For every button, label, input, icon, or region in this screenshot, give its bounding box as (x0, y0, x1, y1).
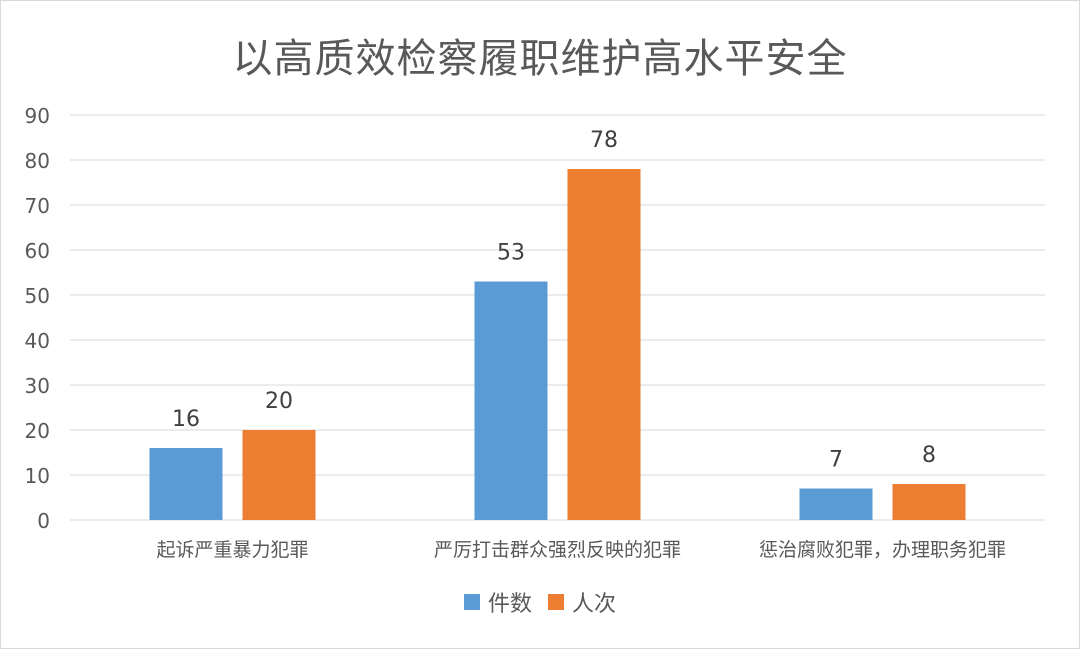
bar-series-1 (892, 484, 966, 520)
y-tick-label: 10 (25, 464, 50, 488)
data-label: 8 (922, 443, 936, 468)
legend-item-series-0: 件数 (463, 586, 532, 618)
legend-label: 人次 (572, 592, 617, 617)
data-label: 53 (497, 241, 525, 266)
bar-series-0 (474, 281, 548, 520)
data-label: 7 (829, 448, 843, 473)
y-tick-label: 0 (37, 509, 50, 533)
y-tick-label: 80 (25, 149, 50, 173)
legend-label: 件数 (487, 592, 532, 617)
x-category-label: 起诉严重暴力犯罪 (156, 539, 308, 561)
y-tick-label: 90 (25, 104, 50, 128)
data-label: 78 (590, 128, 618, 153)
legend-item-series-1: 人次 (548, 586, 616, 618)
data-label: 16 (172, 407, 200, 432)
bar-series-0 (799, 488, 873, 520)
x-category-label: 惩治腐败犯罪，办理职务犯罪 (759, 539, 1006, 561)
legend-swatch-orange (548, 594, 564, 610)
bar-series-1 (242, 430, 316, 520)
bar-series-0 (149, 448, 223, 520)
y-tick-label: 20 (25, 419, 50, 443)
chart-title: 以高质效检察履职维护高水平安全 (232, 36, 848, 82)
x-category-label: 严厉打击群众强烈反映的犯罪 (434, 539, 681, 561)
y-tick-label: 60 (25, 239, 50, 263)
y-tick-label: 30 (25, 374, 50, 398)
y-tick-label: 40 (25, 329, 50, 353)
bar-series-1 (567, 169, 641, 520)
data-label: 20 (265, 389, 293, 414)
legend-swatch-blue (463, 594, 480, 610)
y-tick-label: 50 (25, 284, 50, 308)
y-tick-label: 70 (25, 194, 50, 218)
chart-legend: 件数 人次 (0, 586, 1080, 618)
